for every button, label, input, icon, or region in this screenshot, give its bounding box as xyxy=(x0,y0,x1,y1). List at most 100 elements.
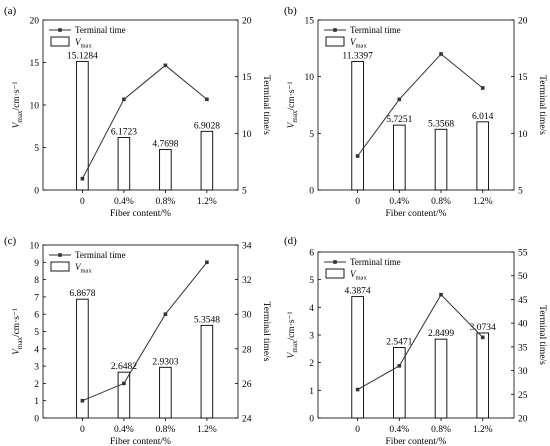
bar-value-label: 2.9303 xyxy=(152,357,178,367)
terminal-time-point xyxy=(355,387,360,392)
bar-value-label: 2.6482 xyxy=(111,362,137,372)
y2-tick-label: 20 xyxy=(518,415,528,425)
y-tick-label: 10 xyxy=(30,102,40,112)
legend-line-marker xyxy=(333,260,337,264)
y-axis-title-subscript: max xyxy=(16,110,24,123)
y-axis-title-unit: /cm·s⁻¹ xyxy=(12,81,22,110)
y2-tick-label: 30 xyxy=(518,367,528,377)
legend-bar-subscript: max xyxy=(81,268,93,275)
bar-value-label: 2.5471 xyxy=(386,338,412,348)
terminal-time-point xyxy=(205,97,209,102)
y-tick-label: 0 xyxy=(309,415,314,425)
bar-value-label: 4.7698 xyxy=(152,139,178,149)
bar xyxy=(434,128,448,191)
y-tick-label: 6 xyxy=(34,311,39,321)
y2-tick-label: 5 xyxy=(242,187,247,197)
terminal-time-point xyxy=(397,364,402,368)
y2-tick-label: 55 xyxy=(518,249,528,259)
y2-tick-label: 35 xyxy=(518,343,528,353)
legend-line-label: Terminal time xyxy=(75,250,126,260)
x-axis-title: Fiber content/% xyxy=(386,209,447,219)
y-axis-title-symbol: V xyxy=(287,351,297,358)
bar-value-label: 5.3568 xyxy=(428,119,454,129)
bar-value-label: 11.3397 xyxy=(342,51,373,61)
y2-tick-label: 40 xyxy=(518,320,528,330)
legend-bar-swatch xyxy=(50,36,70,47)
x-tick-label: 1.2% xyxy=(473,425,493,435)
plot-frame xyxy=(317,19,515,191)
panel-label: (b) xyxy=(284,5,297,17)
terminal-time-line xyxy=(81,64,208,179)
terminal-time-point xyxy=(439,52,443,56)
legend-line-label: Terminal time xyxy=(350,25,401,35)
y-tick-label: 6 xyxy=(309,249,314,259)
legend-bar-swatch xyxy=(325,268,345,279)
legend-bar-subscript: max xyxy=(356,275,368,282)
y2-tick-label: 26 xyxy=(242,380,252,390)
legend-bar-swatch xyxy=(50,261,70,272)
y-tick-label: 7 xyxy=(34,293,39,303)
bar-value-label: 4.3874 xyxy=(345,287,371,297)
y-axis-title-unit: /cm·s⁻¹ xyxy=(287,81,297,110)
legend-bar-label: Vmax xyxy=(75,37,92,50)
y-tick-label: 5 xyxy=(34,328,39,338)
x-tick-label: 0.8% xyxy=(155,197,175,207)
y-tick-label: 4 xyxy=(309,304,314,314)
x-tick-label: 0 xyxy=(355,197,360,207)
y-tick-label: 8 xyxy=(34,276,39,286)
x-tick-label: 0.4% xyxy=(114,425,134,435)
y2-axis-title: Terminal time/s xyxy=(537,75,547,135)
legend-bar-subscript: max xyxy=(356,43,368,50)
y-tick-label: 2 xyxy=(309,359,314,369)
x-axis-title: Fiber content/% xyxy=(110,437,171,446)
y-axis-title: Vmax/cm·s⁻¹ xyxy=(12,81,24,128)
x-axis-title: Fiber content/% xyxy=(386,437,447,446)
y2-tick-label: 5 xyxy=(518,187,523,197)
terminal-time-point xyxy=(163,312,168,316)
legend-bar-symbol: V xyxy=(75,37,82,47)
y2-axis-title: Terminal time/s xyxy=(261,75,271,135)
y2-tick-label: 45 xyxy=(518,296,528,306)
terminal-time-point xyxy=(80,398,85,403)
y-tick-label: 3 xyxy=(309,332,314,342)
y-tick-label: 1 xyxy=(34,397,39,407)
legend-line-marker xyxy=(58,253,62,257)
chart-panel-a: (a) 0 5 10 15 20 5 10 15 20 0 0.4% 0.8% 1.2% Fiber con… xyxy=(4,5,271,219)
panel-label: (a) xyxy=(4,5,17,17)
terminal-time-line xyxy=(357,293,484,390)
terminal-time-point xyxy=(122,97,126,102)
terminal-time-point xyxy=(480,335,485,340)
x-tick-label: 0.8% xyxy=(431,197,451,207)
legend-bar-swatch xyxy=(325,36,345,47)
bar-value-label: 6.8678 xyxy=(69,289,95,299)
y2-tick-label: 34 xyxy=(242,242,252,252)
bar xyxy=(159,149,172,191)
bar xyxy=(351,296,364,419)
bar xyxy=(351,61,364,191)
y-axis-title-unit: /cm·s⁻¹ xyxy=(287,311,297,340)
bar xyxy=(434,338,448,419)
legend-bar-symbol: V xyxy=(75,262,82,272)
y2-tick-label: 20 xyxy=(518,17,528,27)
y2-tick-label: 32 xyxy=(242,276,252,286)
y2-tick-label: 28 xyxy=(242,345,252,355)
terminal-time-point xyxy=(439,292,443,297)
y2-tick-label: 24 xyxy=(242,415,252,425)
y-tick-label: 5 xyxy=(309,276,314,286)
bar xyxy=(200,324,214,419)
x-tick-label: 1.2% xyxy=(473,197,493,207)
y-tick-label: 5 xyxy=(309,130,314,140)
y-axis-title-subscript: max xyxy=(291,110,299,123)
terminal-time-point xyxy=(355,154,360,158)
bar xyxy=(159,366,172,419)
x-tick-label: 1.2% xyxy=(197,425,217,435)
y-tick-label: 2 xyxy=(34,380,39,390)
terminal-time-point xyxy=(480,86,485,90)
bar xyxy=(76,298,89,419)
y-axis-title: Vmax/cm·s⁻¹ xyxy=(287,311,299,358)
x-tick-label: 0 xyxy=(355,425,360,435)
bar xyxy=(393,124,406,191)
y-tick-label: 1 xyxy=(309,387,314,397)
